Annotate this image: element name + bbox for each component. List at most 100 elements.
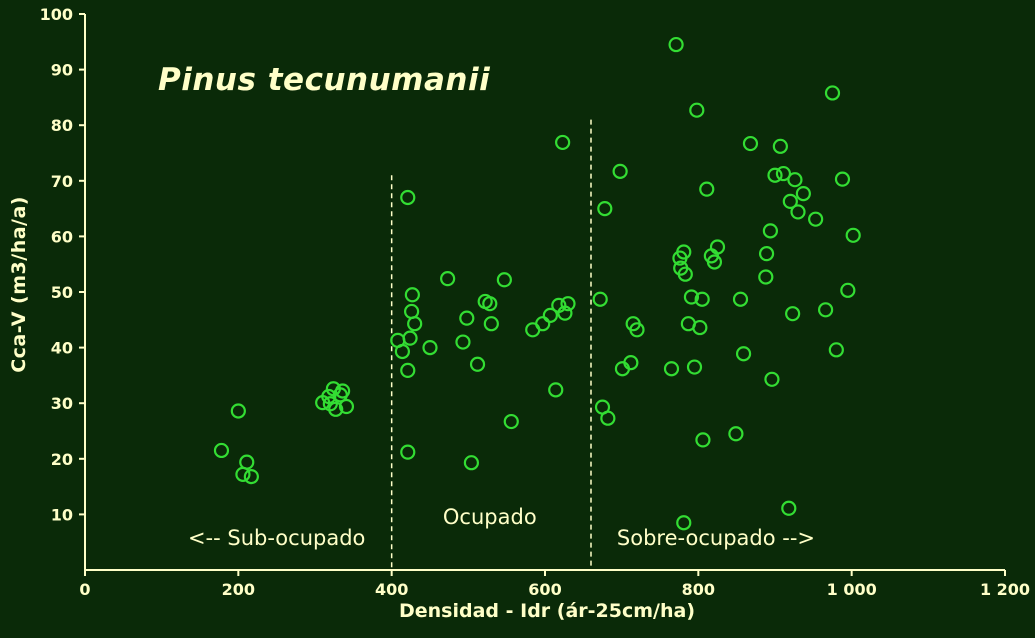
scatter-point	[676, 515, 692, 531]
chart-title: Pinus tecunumanii	[158, 62, 491, 98]
x-tick-label: 0	[79, 580, 90, 599]
scatter-point	[400, 189, 416, 206]
scatter-point	[790, 204, 806, 220]
scatter-point	[781, 500, 797, 516]
scatter-point	[795, 185, 811, 202]
x-tick-label: 800	[682, 580, 715, 599]
scatter-point	[694, 291, 710, 307]
scatter-point	[787, 172, 803, 188]
scatter-point	[840, 282, 856, 298]
scatter-point	[503, 413, 519, 430]
x-tick-label: 600	[528, 580, 561, 599]
scatter-point	[629, 322, 645, 338]
scatter-point	[668, 36, 684, 53]
scatter-point	[785, 306, 801, 322]
scatter-point	[597, 201, 613, 217]
scatter-point	[469, 356, 486, 372]
scatter-point	[683, 289, 700, 305]
y-tick-label: 90	[51, 61, 73, 80]
scatter-point	[834, 171, 851, 187]
y-tick-label: 40	[51, 339, 73, 358]
scatter-point	[677, 266, 693, 282]
scatter-point	[742, 135, 759, 152]
scatter-point	[772, 138, 788, 154]
scatter-point	[542, 307, 558, 323]
scatter-point	[557, 305, 573, 321]
zone-label: <-- Sub-ocupado	[188, 526, 365, 550]
scatter-point	[548, 382, 564, 398]
scatter-point	[689, 102, 705, 118]
scatter-point	[775, 165, 792, 182]
y-tick-label: 70	[51, 172, 73, 191]
y-tick-label: 50	[51, 283, 73, 302]
scatter-point	[764, 371, 780, 387]
scatter-point	[455, 334, 471, 350]
zone-label: Ocupado	[443, 505, 537, 529]
scatter-point	[758, 246, 775, 262]
scatter-point	[404, 287, 420, 303]
scatter-point	[243, 468, 259, 485]
scatter-point	[762, 223, 779, 239]
scatter-point	[463, 455, 479, 471]
x-tick-label: 1 000	[827, 580, 877, 599]
scatter-point	[600, 410, 616, 426]
scatter-point	[672, 250, 688, 266]
x-tick-label: 1 200	[980, 580, 1030, 599]
scatter-point	[808, 211, 824, 227]
scatter-point	[709, 239, 726, 255]
scatter-point	[483, 316, 499, 332]
scatter-point	[338, 398, 355, 415]
scatter-point	[695, 432, 711, 448]
scatter-point	[400, 444, 416, 460]
y-tick-label: 60	[51, 227, 73, 246]
x-tick-label: 200	[222, 580, 255, 599]
scatter-point	[555, 134, 571, 151]
scatter-point	[328, 401, 344, 417]
scatter-point	[612, 163, 628, 179]
scatter-point	[758, 269, 774, 285]
y-tick-label: 10	[51, 505, 73, 524]
scatter-point	[623, 355, 639, 371]
scatter-point	[321, 388, 337, 405]
scatter-point	[535, 316, 551, 332]
scatter-point	[440, 271, 456, 287]
scatter-point	[824, 85, 841, 101]
scatter-point	[728, 426, 744, 442]
scatter-point	[394, 343, 410, 360]
scatter-point	[767, 167, 783, 183]
y-tick-label: 20	[51, 450, 73, 469]
scatter-point	[400, 362, 416, 378]
scatter-point	[732, 291, 749, 307]
scatter-point	[663, 361, 680, 377]
scatter-point	[404, 303, 420, 320]
scatter-point	[230, 403, 246, 419]
scatter-point	[239, 454, 255, 470]
scatter-point	[335, 383, 351, 399]
scatter-point	[592, 291, 608, 307]
scatter-point	[735, 346, 752, 362]
scatter-point	[560, 296, 576, 312]
scatter-point	[459, 310, 475, 326]
scatter-point	[686, 359, 703, 375]
scatter-point	[782, 193, 798, 209]
scatter-point	[706, 254, 723, 270]
scatter-point	[692, 319, 708, 336]
scatter-point	[213, 442, 230, 459]
scatter-point	[407, 316, 423, 332]
scatter-point	[817, 302, 834, 318]
zone-label: Sobre-ocupado -->	[617, 526, 815, 550]
scatter-point	[845, 227, 861, 243]
y-axis-label: Cca-V (m3/ha/a)	[8, 196, 30, 373]
x-axis-label: Densidad - Idr (ár-25cm/ha)	[398, 600, 696, 622]
scatter-point	[422, 340, 438, 356]
scatter-point	[402, 330, 418, 346]
scatter-point	[496, 272, 512, 288]
y-tick-label: 30	[51, 394, 73, 413]
scatter-point	[699, 181, 715, 197]
scatter-point	[828, 342, 844, 358]
scatter-point	[235, 466, 251, 482]
y-tick-label: 100	[40, 5, 73, 24]
y-tick-label: 80	[51, 116, 73, 135]
